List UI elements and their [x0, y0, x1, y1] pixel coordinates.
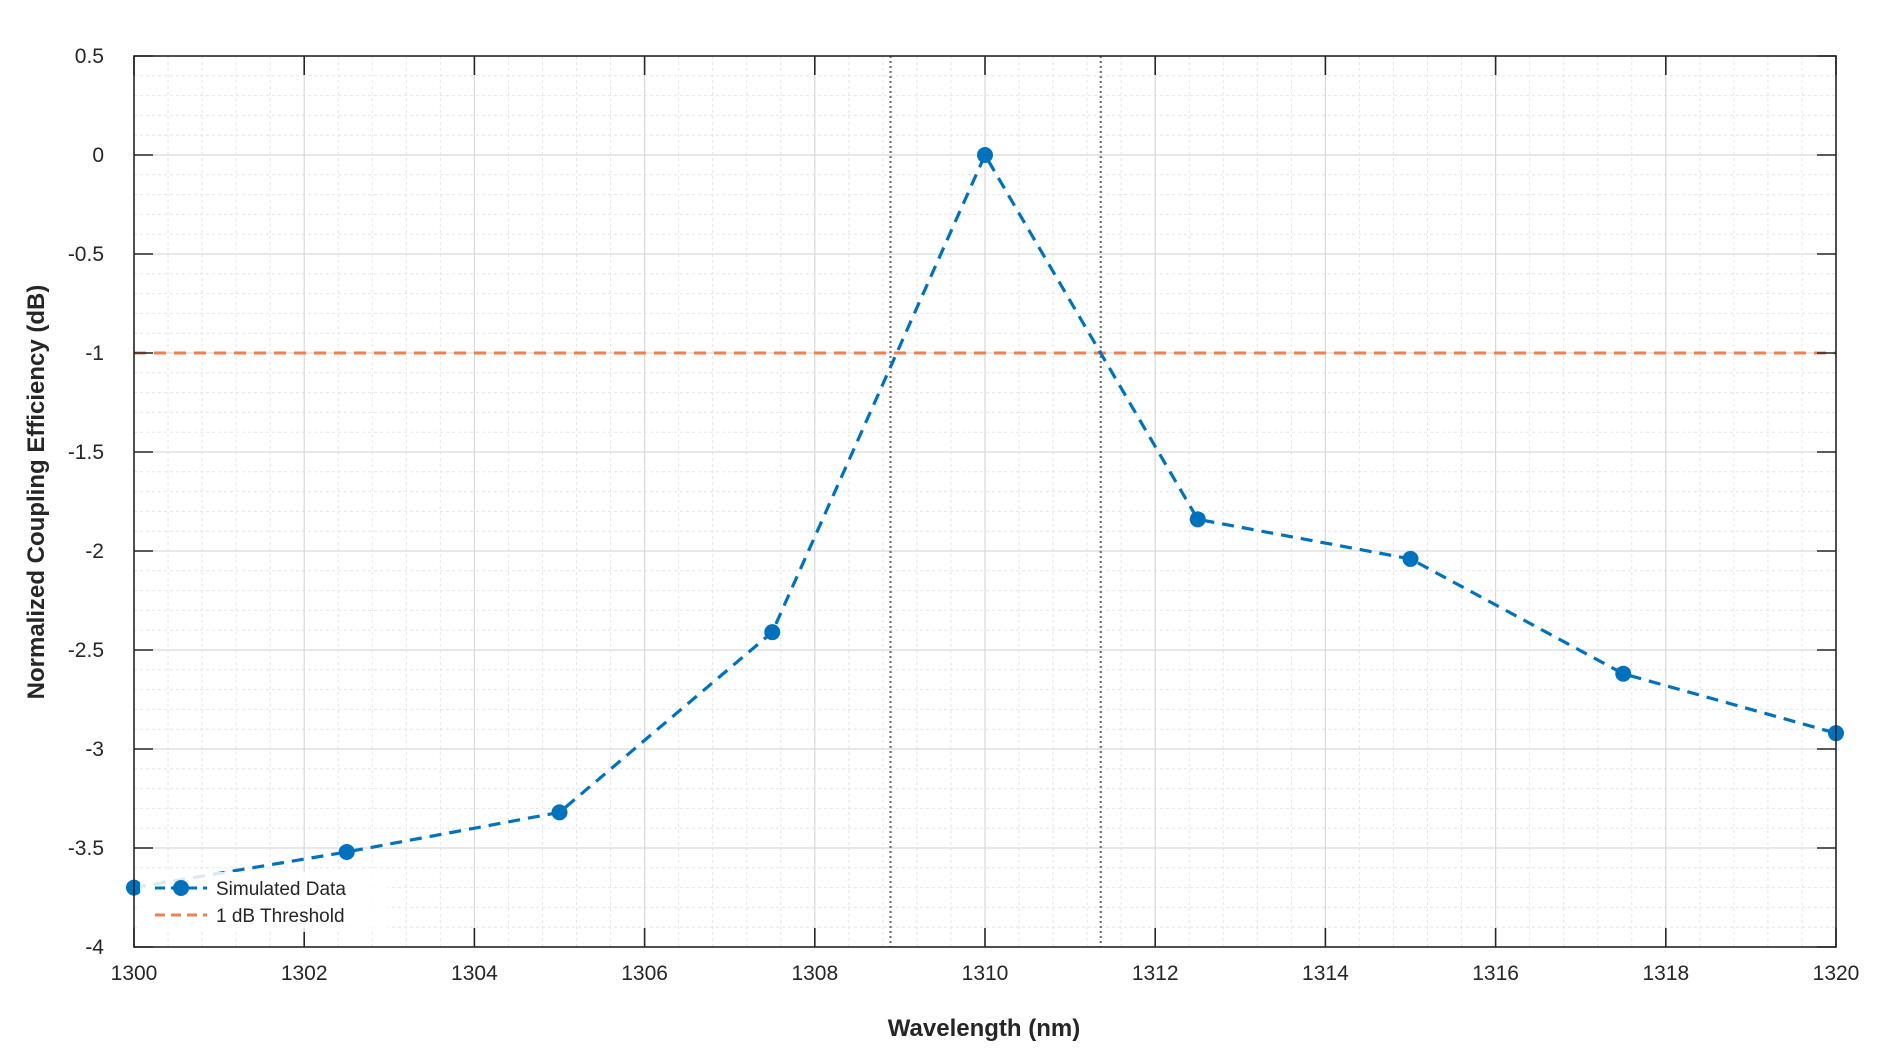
x-tick-label: 1320: [1813, 962, 1860, 985]
y-tick-label: -3: [85, 738, 104, 761]
y-tick-label: -3.5: [68, 837, 104, 860]
x-tick-label: 1306: [621, 962, 668, 985]
legend-marker-simulated: [173, 880, 189, 896]
data-point: [977, 147, 993, 163]
legend-label-threshold: 1 dB Threshold: [216, 906, 345, 927]
y-tick-label: 0: [92, 144, 104, 167]
y-tick-label: -4: [85, 936, 104, 959]
x-tick-label: 1304: [451, 962, 498, 985]
x-tick-label: 1318: [1642, 962, 1689, 985]
x-tick-label: 1316: [1472, 962, 1519, 985]
data-point: [764, 624, 781, 641]
y-tick-label: -2.5: [68, 639, 104, 662]
tick-marks: [133, 55, 1837, 948]
x-tick-label: 1302: [281, 962, 328, 985]
data-point: [338, 843, 355, 860]
legend-item-threshold: 1 dB Threshold: [155, 906, 345, 927]
y-tick-labels: -4 -3.5 -3 -2.5 -2 -1.5 -1 -0.5 0 0.5: [68, 45, 104, 959]
y-tick-label: -0.5: [68, 243, 104, 266]
major-gridlines: [133, 55, 1837, 948]
threshold-crossing-markers: [889, 56, 1102, 947]
x-tick-label: 1300: [111, 962, 158, 985]
x-axis-title: Wavelength (nm): [888, 1015, 1080, 1042]
y-axis-title: Normalized Coupling Efficiency (dB): [23, 285, 50, 700]
legend-label-simulated: Simulated Data: [216, 879, 346, 900]
y-tick-label: 0.5: [75, 45, 104, 68]
data-point: [1402, 550, 1419, 567]
data-point: [551, 804, 568, 821]
x-tick-label: 1308: [791, 962, 838, 985]
legend-item-simulated-data: Simulated Data: [155, 879, 346, 900]
series-line-simulated: [133, 151, 1837, 890]
x-tick-label: 1310: [962, 962, 1009, 985]
y-tick-label: -1: [85, 342, 104, 365]
minor-gridlines: [134, 56, 1836, 947]
x-tick-labels: 1300 1302 1304 1306 1308 1310 1312 1314 1316 1318…: [111, 962, 1860, 985]
data-point: [1189, 511, 1206, 528]
y-tick-label: -2: [85, 540, 104, 563]
data-point: [1615, 665, 1632, 682]
x-tick-label: 1314: [1302, 962, 1349, 985]
x-tick-label: 1312: [1132, 962, 1179, 985]
legend: Simulated Data 1 dB Threshold: [140, 872, 388, 932]
y-tick-label: -1.5: [68, 441, 104, 464]
